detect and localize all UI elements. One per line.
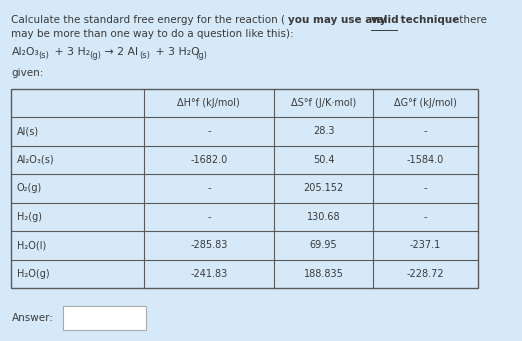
Text: -: - — [207, 183, 210, 193]
Text: you may use any: you may use any — [288, 15, 389, 25]
Bar — [11, 89, 478, 288]
Text: ΔG°f (kJ/mol): ΔG°f (kJ/mol) — [394, 98, 457, 108]
Text: H₂O(g): H₂O(g) — [17, 269, 49, 279]
Text: 69.95: 69.95 — [310, 240, 337, 250]
Text: given:: given: — [11, 68, 44, 78]
Text: -: - — [424, 183, 427, 193]
Text: - there: - there — [449, 15, 487, 25]
Text: Al₂O₃(s): Al₂O₃(s) — [17, 155, 54, 165]
Text: -285.83: -285.83 — [190, 240, 228, 250]
Text: Al(s): Al(s) — [17, 127, 39, 136]
Text: -: - — [207, 127, 210, 136]
Text: -1682.0: -1682.0 — [190, 155, 228, 165]
Text: + 3 H₂O: + 3 H₂O — [152, 47, 199, 57]
Text: 188.835: 188.835 — [304, 269, 343, 279]
Text: -: - — [207, 212, 210, 222]
Text: (s): (s) — [39, 51, 50, 60]
Text: 130.68: 130.68 — [307, 212, 340, 222]
Text: may be more than one way to do a question like this):: may be more than one way to do a questio… — [11, 29, 294, 39]
Text: Al₂O₃: Al₂O₃ — [11, 47, 39, 57]
Text: (s): (s) — [139, 51, 150, 60]
Text: -241.83: -241.83 — [190, 269, 228, 279]
Text: → 2 Al: → 2 Al — [101, 47, 138, 57]
Text: -1584.0: -1584.0 — [407, 155, 444, 165]
Text: -237.1: -237.1 — [410, 240, 441, 250]
Text: ΔH°f (kJ/mol): ΔH°f (kJ/mol) — [177, 98, 240, 108]
Text: 205.152: 205.152 — [303, 183, 344, 193]
Text: 50.4: 50.4 — [313, 155, 335, 165]
Text: -: - — [424, 127, 427, 136]
Text: + 3 H₂: + 3 H₂ — [51, 47, 90, 57]
Text: Answer:: Answer: — [11, 313, 53, 323]
Text: Calculate the standard free energy for the reaction (: Calculate the standard free energy for t… — [11, 15, 286, 25]
Text: ΔS°f (J/K·mol): ΔS°f (J/K·mol) — [291, 98, 356, 108]
Text: O₂(g): O₂(g) — [17, 183, 42, 193]
Bar — [63, 306, 146, 330]
Text: -228.72: -228.72 — [407, 269, 444, 279]
Text: (g): (g) — [195, 51, 207, 60]
Text: H₂(g): H₂(g) — [17, 212, 42, 222]
Text: 28.3: 28.3 — [313, 127, 335, 136]
Text: valid: valid — [371, 15, 399, 25]
Text: -: - — [424, 212, 427, 222]
Text: H₂O(l): H₂O(l) — [17, 240, 46, 250]
Text: (g): (g) — [89, 51, 101, 60]
Text: technique: technique — [397, 15, 459, 25]
